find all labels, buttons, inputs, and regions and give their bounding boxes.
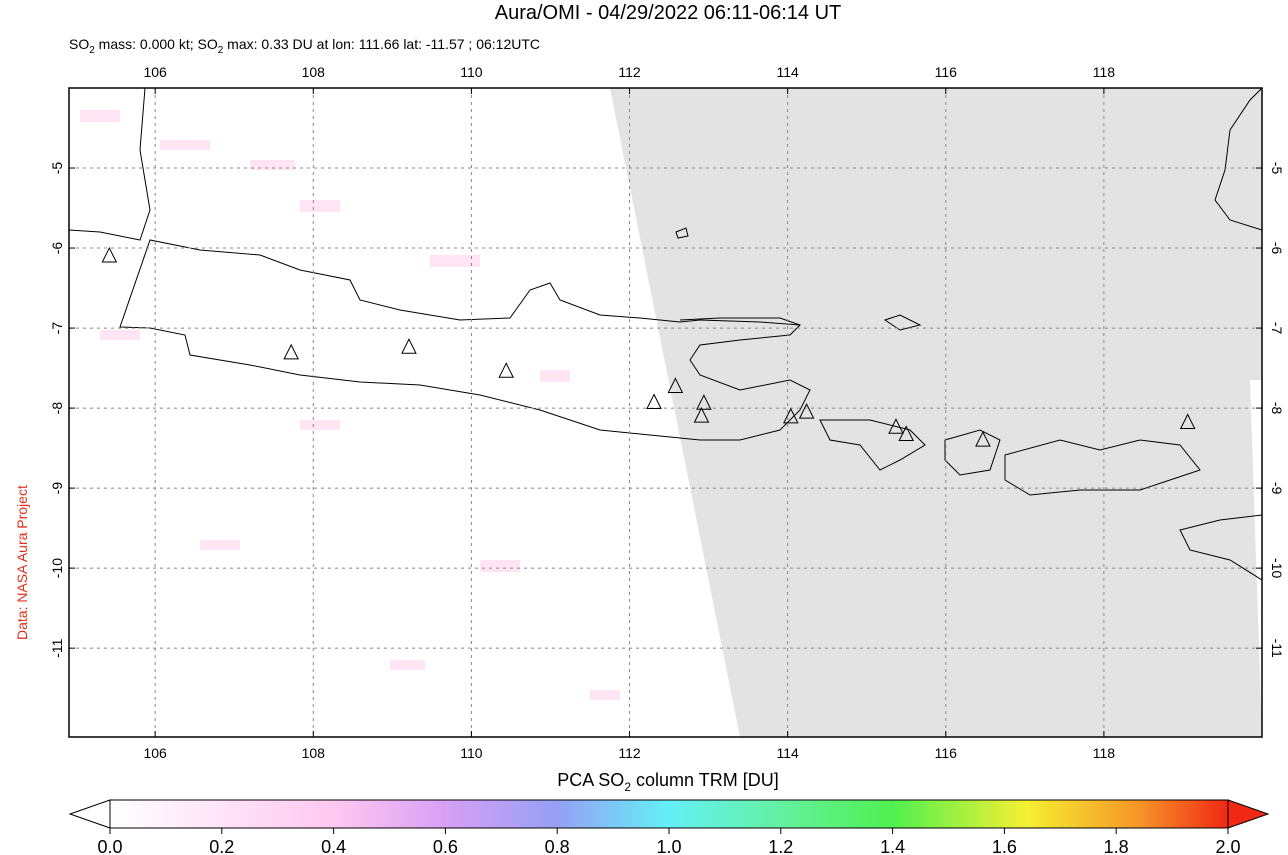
y-tick-label-left: -10	[49, 558, 65, 578]
map-frame	[68, 87, 1263, 738]
y-tick-label-right: -7	[1269, 322, 1285, 335]
subtitle-part: max: 0.33 DU at lon: 111.66 lat: -11.57 …	[223, 36, 540, 52]
volcano	[782, 407, 799, 424]
colorbar-label-part: column TRM [DU]	[631, 770, 779, 790]
volcanoes	[101, 246, 1196, 447]
colorbar-tick-label: 1.8	[1104, 837, 1129, 855]
pixel-noise	[80, 110, 620, 700]
missing-swath	[610, 88, 1262, 737]
volcano	[283, 343, 299, 360]
x-tick-label-top: 118	[1093, 64, 1116, 80]
subtitle-sub: 2	[89, 45, 95, 56]
coastlines	[69, 88, 1262, 581]
y-tick-label-right: -11	[1269, 639, 1285, 658]
colorbar-tick-label: 2.0	[1215, 837, 1240, 855]
y-tick-label-right: -6	[1269, 242, 1285, 255]
x-tick-label-bottom: 108	[302, 745, 326, 761]
colorbar-ticks: 0.0 0.2 0.4 0.6 0.8 1.0 1.2 1.4 1.6 1.8 2.0	[97, 828, 1241, 855]
y-tick-label-right: -10	[1269, 558, 1285, 578]
x-tick-label-top: 112	[618, 64, 641, 80]
subtitle-part: SO	[69, 36, 89, 52]
volcano	[498, 362, 515, 378]
subtitle-part: mass: 0.000 kt; SO	[95, 36, 218, 52]
volcano	[898, 425, 915, 442]
y-tick-label-right: -8	[1269, 402, 1285, 415]
x-tick-label-bottom: 114	[776, 745, 799, 761]
volcano	[693, 406, 710, 423]
colorbar-tick-label: 0.0	[97, 837, 122, 855]
title: Aura/OMI - 04/29/2022 06:11-06:14 UT	[495, 2, 842, 24]
colorbar	[109, 799, 1229, 829]
x-tick-label-top: 116	[935, 64, 958, 80]
colorbar-tick-label: 0.6	[433, 837, 458, 855]
colorbar-tick-label: 1.6	[992, 837, 1017, 855]
grid	[69, 88, 1262, 737]
x-tick-label-top: 108	[302, 64, 326, 80]
x-tick-label-bottom: 112	[618, 745, 641, 761]
volcano	[667, 377, 684, 393]
colorbar-tick-label: 0.2	[209, 837, 234, 855]
map-body	[69, 88, 1262, 737]
x-tick-label-bottom: 118	[1093, 745, 1116, 761]
x-tick-label-bottom: 116	[935, 745, 958, 761]
y-tick-label-right: -9	[1269, 482, 1285, 495]
volcano	[975, 430, 991, 447]
y-tick-label-left: -9	[49, 482, 65, 495]
volcano	[401, 338, 417, 354]
volcano	[101, 246, 118, 263]
y-tick-label-left: -6	[49, 242, 65, 255]
credit: Data: NASA Aura Project	[14, 485, 30, 640]
volcano	[696, 394, 712, 410]
ticks: 106 106 108 108 110 110 112 112 114 114 116 116 118 1…	[49, 64, 1285, 761]
colorbar-label: PCA SO2 column TRM [DU]	[557, 770, 778, 794]
x-tick-label-top: 106	[143, 64, 167, 80]
x-tick-label-bottom: 106	[143, 745, 167, 761]
x-tick-label-top: 114	[776, 64, 799, 80]
y-tick-label-left: -8	[49, 402, 65, 415]
colorbar-max-arrow	[1227, 799, 1270, 829]
volcano	[798, 402, 815, 419]
colorbar-label-sub: 2	[624, 780, 631, 794]
colorbar-tick-label: 0.4	[321, 837, 346, 855]
x-tick-label-top: 110	[460, 64, 483, 80]
subtitle: SO2 mass: 0.000 kt; SO2 max: 0.33 DU at …	[69, 36, 540, 56]
colorbar-tick-label: 0.8	[545, 837, 570, 855]
y-tick-label-left: -7	[49, 322, 65, 335]
volcano	[646, 393, 662, 409]
volcano	[1179, 413, 1196, 430]
colorbar-tick-label: 1.0	[656, 837, 681, 855]
x-tick-label-bottom: 110	[460, 745, 483, 761]
volcano	[888, 418, 904, 434]
colorbar-tick-label: 1.2	[768, 837, 793, 855]
y-tick-label-right: -5	[1269, 162, 1285, 175]
colorbar-label-part: PCA SO	[557, 770, 624, 790]
y-tick-label-left: -5	[49, 162, 65, 175]
colorbar-tick-label: 1.4	[880, 837, 905, 855]
subtitle-sub: 2	[218, 45, 224, 56]
colorbar-min-arrow	[68, 799, 111, 829]
y-tick-label-left: -11	[49, 638, 65, 657]
